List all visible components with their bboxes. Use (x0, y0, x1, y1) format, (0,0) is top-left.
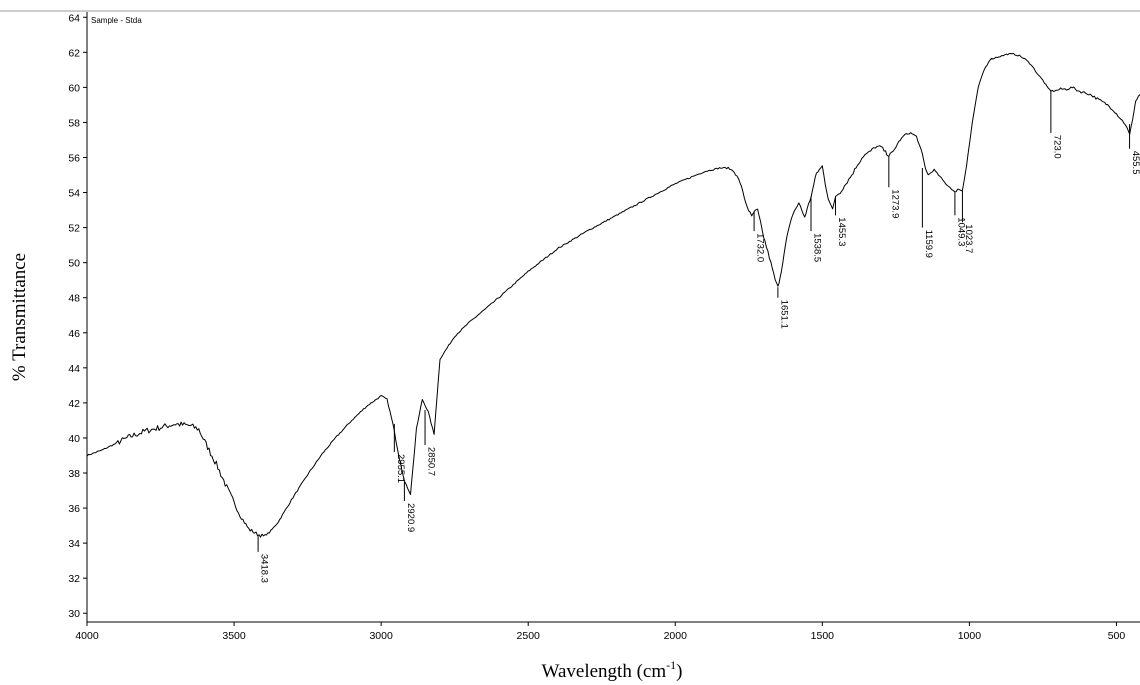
y-tick-label: 56 (68, 152, 80, 164)
peak-label: 2850.7 (426, 447, 437, 476)
peak-label: 1023.7 (963, 224, 974, 253)
x-axis-label: Wavelength (cm-1) (542, 658, 683, 682)
peak-label: 723.0 (1051, 135, 1062, 159)
peak-label: 1273.9 (889, 189, 900, 218)
peak-label: 1159.9 (923, 230, 934, 258)
x-tick-label: 2000 (664, 630, 688, 642)
x-axis-label-close: ) (676, 661, 682, 682)
x-tick-label: 1500 (811, 630, 835, 642)
y-axis-ticks: 30 32 34 36 38 40 42 44 46 48 50 52 54 56 58 60 62 64 (68, 12, 87, 620)
sample-label: Sample - Stda (91, 16, 142, 25)
y-tick-label: 64 (68, 12, 80, 24)
y-tick-label: 60 (68, 82, 80, 94)
spectrum-series (86, 52, 1140, 538)
x-tick-label: 2500 (517, 630, 541, 642)
x-axis-label-main: Wavelength (cm (542, 661, 667, 682)
y-tick-label: 48 (68, 293, 80, 305)
x-axis-label-superscript: -1 (666, 658, 676, 672)
y-tick-label: 42 (68, 398, 80, 410)
y-tick-label: 52 (68, 223, 80, 235)
peak-label: 455.5 (1130, 151, 1140, 175)
peak-label: 3418.3 (259, 554, 270, 583)
y-tick-label: 58 (68, 117, 80, 129)
peak-label: 1651.1 (778, 300, 789, 329)
peak-label: 1049.3 (955, 217, 966, 246)
peak-label: 1538.5 (812, 233, 823, 262)
y-tick-label: 54 (68, 188, 80, 200)
spectrum-line (86, 52, 1140, 538)
y-tick-label: 44 (68, 363, 80, 375)
y-tick-label: 62 (68, 47, 80, 59)
y-tick-label: 38 (68, 468, 80, 480)
y-tick-label: 46 (68, 328, 80, 340)
y-tick-label: 40 (68, 433, 80, 445)
x-tick-label: 4000 (75, 630, 99, 642)
x-tick-label: 3500 (222, 630, 246, 642)
x-tick-label: 1000 (958, 630, 982, 642)
peak-label: 1455.3 (836, 217, 847, 246)
peak-label: 2955.1 (395, 454, 406, 483)
x-axis-ticks: 4000 3500 3000 2500 2000 1500 1000 500 (75, 622, 1125, 642)
x-tick-label: 500 (1108, 630, 1126, 642)
y-tick-label: 32 (68, 573, 80, 585)
x-tick-label: 3000 (369, 630, 393, 642)
y-tick-label: 36 (68, 503, 80, 515)
y-tick-label: 34 (68, 538, 80, 550)
y-tick-label: 30 (68, 608, 80, 620)
peak-label: 2920.9 (405, 503, 416, 532)
peak-label: 1732.0 (755, 233, 766, 262)
y-axis-label: % Transmittance (9, 253, 30, 381)
y-tick-label: 50 (68, 258, 80, 270)
peak-annotations: 3418.3 2955.1 2920.9 2850.7 1732.0 1651.1 1538… (257, 90, 1140, 583)
